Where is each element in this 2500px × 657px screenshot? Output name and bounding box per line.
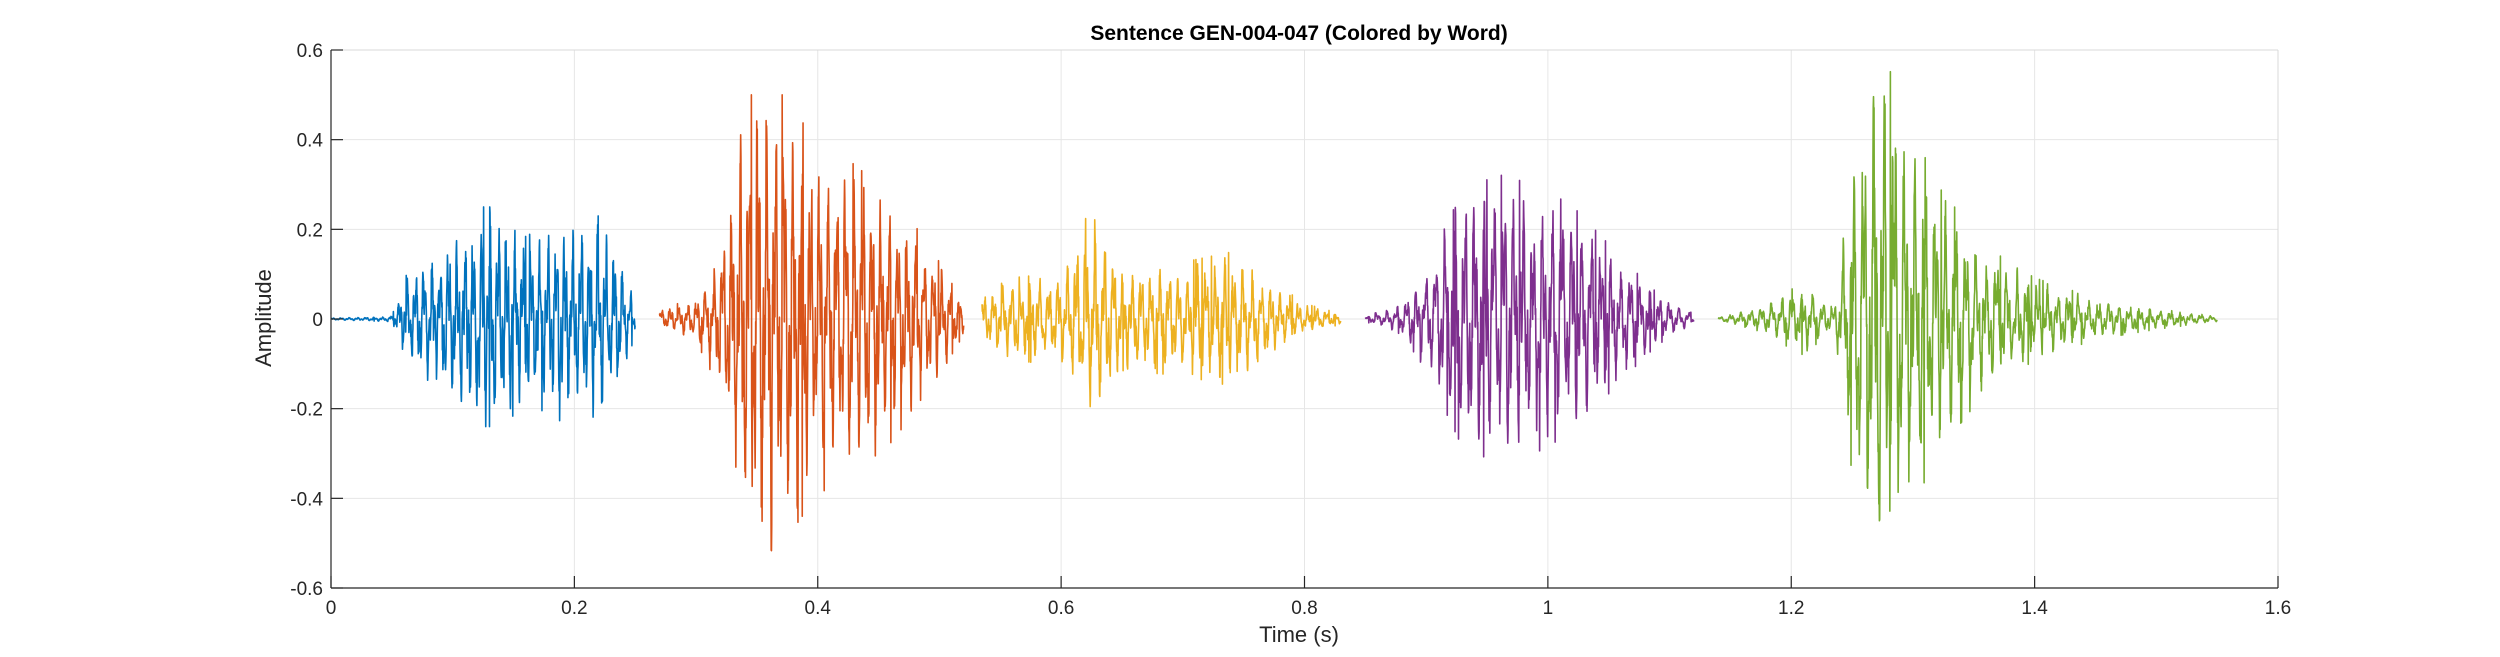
x-tick-label: 1.2 bbox=[1778, 598, 1804, 619]
series-1-waveform bbox=[330, 206, 636, 428]
y-tick-label: -0.4 bbox=[290, 489, 323, 510]
x-tick-label: 1.4 bbox=[2021, 598, 2048, 619]
x-tick-label: 1 bbox=[1543, 598, 1554, 619]
x-axis-title: Time (s) bbox=[1259, 622, 1339, 647]
chart-title: Sentence GEN-004-047 (Colored by Word) bbox=[1090, 22, 1507, 45]
series-2-waveform bbox=[658, 94, 965, 552]
x-tick-label: 0.2 bbox=[561, 598, 587, 619]
y-tick-label: -0.2 bbox=[290, 400, 323, 421]
series-3-waveform bbox=[981, 217, 1342, 408]
x-tick-label: 0.6 bbox=[1048, 598, 1074, 619]
y-tick-label: 0 bbox=[312, 310, 323, 331]
series-4-waveform bbox=[1364, 174, 1695, 458]
y-tick-label: 0.2 bbox=[297, 220, 323, 241]
y-tick-label: 0.4 bbox=[297, 131, 324, 152]
series-group bbox=[330, 70, 2218, 552]
y-tick-label: -0.6 bbox=[290, 579, 323, 600]
y-tick-label: 0.6 bbox=[297, 41, 323, 62]
axes: 0 0.2 0.4 0.6 0.8 1 1.2 1.4 1.6 -0.6 -0.4 -0.2 0 0.2 0… bbox=[290, 41, 2291, 619]
x-tick-label: 1.6 bbox=[2265, 598, 2291, 619]
x-tick-label: 0.4 bbox=[805, 598, 832, 619]
x-tick-label: 0 bbox=[326, 598, 337, 619]
grid bbox=[330, 49, 2279, 589]
y-axis-title: Amplitude bbox=[251, 269, 276, 367]
x-tick-label: 0.8 bbox=[1291, 598, 1317, 619]
series-5-waveform bbox=[1717, 70, 2218, 522]
